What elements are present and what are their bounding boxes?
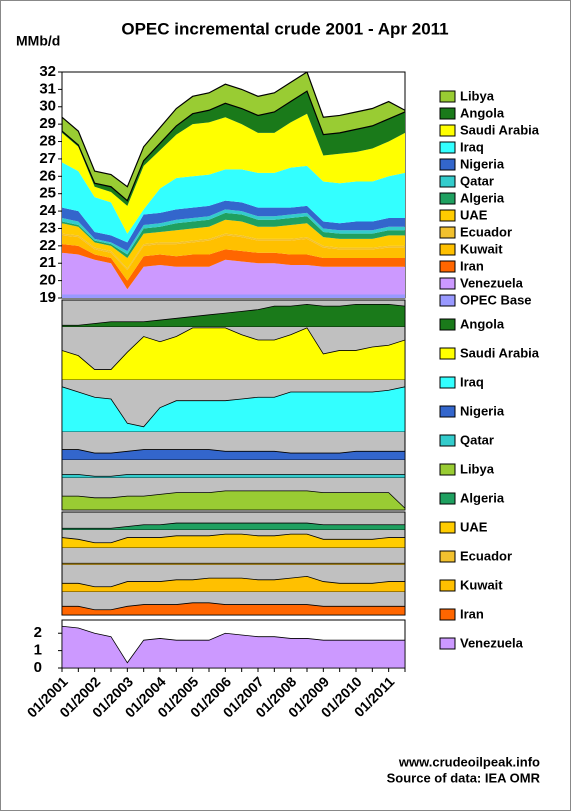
panel-area bbox=[62, 522, 405, 530]
legend-swatch bbox=[439, 492, 456, 505]
legend-swatch bbox=[439, 318, 456, 331]
legend-swatch bbox=[439, 124, 456, 137]
legend-label: Ecuador bbox=[460, 548, 512, 563]
legend-swatch bbox=[439, 294, 456, 307]
legend-label: UAE bbox=[460, 519, 488, 534]
panel-area bbox=[62, 625, 405, 668]
y-tick-label: 30 bbox=[39, 98, 56, 115]
legend-swatch bbox=[439, 521, 456, 534]
legend-label: Nigeria bbox=[460, 156, 505, 171]
legend-swatch bbox=[439, 550, 456, 563]
panel-area bbox=[62, 533, 405, 548]
legend-swatch bbox=[439, 260, 456, 273]
legend-label: Libya bbox=[460, 461, 495, 476]
panel-area bbox=[62, 490, 405, 510]
legend-swatch bbox=[439, 209, 456, 222]
panel-area bbox=[62, 386, 405, 432]
y-tick-label: 29 bbox=[39, 115, 56, 132]
legend-label: Iraq bbox=[460, 374, 484, 389]
legend-label: Iran bbox=[460, 606, 484, 621]
legend-swatch bbox=[439, 405, 456, 418]
legend-swatch bbox=[439, 637, 456, 650]
legend-label: Saudi Arabia bbox=[460, 122, 540, 137]
panel-area bbox=[62, 303, 405, 327]
y-tick-label: 27 bbox=[39, 150, 56, 167]
y-tick-label: 32 bbox=[39, 63, 56, 80]
legend-label: Angola bbox=[460, 105, 505, 120]
legend-swatch bbox=[439, 107, 456, 120]
area bbox=[62, 72, 405, 202]
area bbox=[62, 294, 405, 298]
area bbox=[62, 252, 405, 295]
y-tick-label: 31 bbox=[39, 80, 56, 97]
legend-label: Algeria bbox=[460, 490, 505, 505]
legend-swatch bbox=[439, 277, 456, 290]
legend-swatch bbox=[439, 175, 456, 188]
legend-label: OPEC Base bbox=[460, 292, 532, 307]
y-tick-label: 22 bbox=[39, 237, 56, 254]
panel-area bbox=[62, 562, 405, 565]
area bbox=[62, 209, 405, 255]
legend-label: Algeria bbox=[460, 190, 505, 205]
y-tick-label: 19 bbox=[39, 289, 56, 306]
y-tick-label: 23 bbox=[39, 219, 56, 236]
y-tick-label: 2 bbox=[34, 624, 42, 641]
area bbox=[62, 113, 405, 234]
legend-label: Iran bbox=[460, 258, 484, 273]
panel-area bbox=[62, 575, 405, 592]
area bbox=[62, 244, 405, 290]
area bbox=[62, 212, 405, 259]
legend-label: Kuwait bbox=[460, 577, 503, 592]
footer-text: www.crudeoilpeak.info bbox=[398, 754, 540, 769]
legend-label: Venezuela bbox=[460, 635, 524, 650]
legend-label: Nigeria bbox=[460, 403, 505, 418]
panel-area bbox=[62, 449, 405, 460]
panel-area bbox=[62, 474, 405, 478]
legend-label: Saudi Arabia bbox=[460, 345, 540, 360]
legend-label: Qatar bbox=[460, 432, 494, 447]
y-tick-label: 24 bbox=[39, 202, 56, 219]
footer-text: Source of data: IEA OMR bbox=[387, 770, 541, 785]
area bbox=[62, 235, 405, 281]
stack bbox=[62, 72, 405, 298]
panel-area bbox=[62, 327, 405, 380]
legend-label: Ecuador bbox=[460, 224, 512, 239]
y-tick-label: 26 bbox=[39, 167, 56, 184]
legend-label: UAE bbox=[460, 207, 488, 222]
y-tick-label: 25 bbox=[39, 185, 56, 202]
chart-title: OPEC incremental crude 2001 - Apr 2011 bbox=[121, 19, 448, 38]
legend-swatch bbox=[439, 243, 456, 256]
legend-label: Venezuela bbox=[460, 275, 524, 290]
area bbox=[62, 91, 405, 206]
y-tick-label: 20 bbox=[39, 272, 56, 289]
y-tick-label: 21 bbox=[39, 254, 56, 271]
y-axis-label: MMb/d bbox=[16, 33, 60, 49]
legend-label: Angola bbox=[460, 316, 505, 331]
legend-label: Qatar bbox=[460, 173, 494, 188]
area bbox=[62, 162, 405, 243]
legend-swatch bbox=[439, 434, 456, 447]
y-tick-label: 1 bbox=[34, 642, 42, 659]
legend-swatch bbox=[439, 226, 456, 239]
legend-swatch bbox=[439, 347, 456, 360]
area bbox=[62, 219, 405, 269]
legend-label: Libya bbox=[460, 88, 495, 103]
legend-swatch bbox=[439, 141, 456, 154]
legend-swatch bbox=[439, 579, 456, 592]
y-tick-label: 28 bbox=[39, 133, 56, 150]
legend-swatch bbox=[439, 463, 456, 476]
legend-swatch bbox=[439, 90, 456, 103]
area bbox=[62, 200, 405, 252]
legend-label: Kuwait bbox=[460, 241, 503, 256]
legend-swatch bbox=[439, 192, 456, 205]
legend-label: Iraq bbox=[460, 139, 484, 154]
panel-area bbox=[62, 602, 405, 615]
legend-swatch bbox=[439, 158, 456, 171]
y-tick-label: 0 bbox=[34, 659, 42, 676]
legend-swatch bbox=[439, 376, 456, 389]
legend-swatch bbox=[439, 608, 456, 621]
